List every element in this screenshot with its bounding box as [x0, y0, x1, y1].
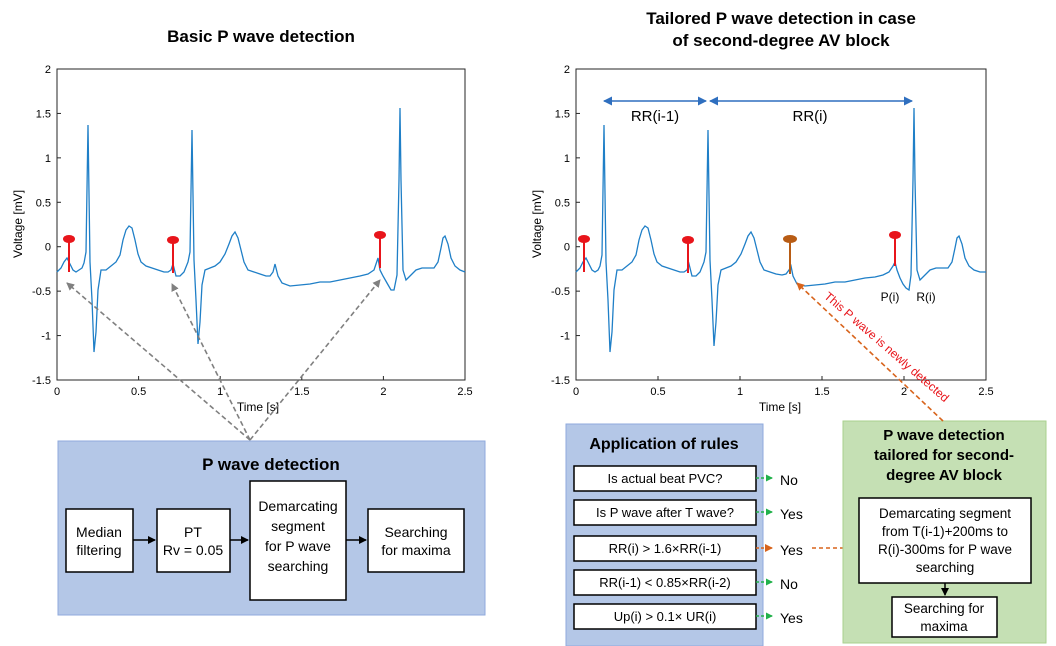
rule-text: RR(i-1) < 0.85×RR(i-2): [599, 575, 730, 590]
x-tick-label: 2.5: [457, 386, 472, 398]
rr-label: RR(i): [793, 108, 828, 125]
rule-result: No: [780, 472, 798, 488]
tailored-segment-text: Demarcating segment from T(i-1)+200ms to R…: [878, 506, 1012, 575]
rule-box: [573, 465, 757, 492]
y-tick-label: 2: [564, 64, 570, 76]
rule-text: RR(i) > 1.6×RR(i-1): [609, 541, 722, 556]
right-p-markers: [578, 231, 901, 274]
left-x-ticks: 0 0.5 1 1.5 2 2.5: [54, 376, 473, 398]
right-ylabel: Voltage [mV]: [530, 190, 544, 258]
p-detection-panel: P wave detection Median filtering PT Rv = …: [57, 440, 486, 616]
x-tick-label: 2: [901, 386, 907, 398]
rule-result: Yes: [780, 506, 803, 522]
p-marker: [889, 231, 901, 266]
step-search-text: Searching for maxima: [381, 524, 450, 558]
new-p-annotation: This P wave is newly detected: [821, 289, 951, 405]
step-pt-box: [156, 508, 231, 573]
new-p-marker: [783, 235, 797, 274]
y-tick-label: -1: [560, 331, 570, 343]
left-ecg-chart: 2 1.5 1 0.5 0 -0.5 -1 -1.5 0 0.5 1 1.5 2 2.5 Voltage…: [11, 64, 473, 414]
y-tick-label: 0: [45, 242, 51, 254]
right-chart-title-line2: of second-degree AV block: [672, 31, 890, 50]
rule-box: [573, 535, 757, 562]
tailored-search-box: [891, 596, 998, 638]
right-chart-title-line1: Tailored P wave detection in case: [646, 9, 916, 28]
left-p-markers: [63, 231, 386, 273]
y-tick-label: 0.5: [555, 197, 570, 209]
step-median-box: [65, 508, 134, 573]
p-marker: [682, 236, 694, 273]
rule-box: [573, 603, 757, 630]
p-marker: [167, 236, 179, 273]
tailored-search-text: Searching for maxima: [904, 601, 985, 634]
right-ecg-chart: 2 1.5 1 0.5 0 -0.5 -1 -1.5 0 0.5 1 1.5 2 2.5 RR(i-1)…: [530, 64, 994, 414]
right-xlabel: Time [s]: [759, 400, 801, 414]
step-median-text: Median filtering: [76, 524, 122, 558]
y-tick-label: 0: [564, 242, 570, 254]
x-tick-label: 1: [217, 386, 223, 398]
p-marker: [578, 235, 590, 272]
p-i-label: P(i): [881, 290, 900, 304]
left-ecg-signal: [56, 107, 466, 353]
rule-text: Is actual beat PVC?: [608, 471, 723, 486]
right-y-ticks: 2 1.5 1 0.5 0 -0.5 -1 -1.5: [551, 64, 580, 387]
rule-text: Is P wave after T wave?: [596, 505, 734, 520]
p-marker: [63, 235, 75, 272]
p-marker: [374, 231, 386, 268]
rule-result: Yes: [780, 610, 803, 626]
y-tick-label: 1: [564, 153, 570, 165]
x-tick-label: 1.5: [814, 386, 829, 398]
left-xlabel: Time [s]: [237, 400, 279, 414]
rr-prev-label: RR(i-1): [631, 108, 679, 125]
right-plot-frame: [575, 68, 987, 381]
rule-box: [573, 569, 757, 596]
x-tick-label: 0.5: [131, 386, 146, 398]
rules-list: Is actual beat PVC? No Is P wave after T w…: [573, 465, 803, 630]
y-tick-label: 1: [45, 153, 51, 165]
y-tick-label: 2: [45, 64, 51, 76]
tailored-title: P wave detection tailored for second-degr…: [874, 427, 1014, 484]
x-tick-label: 1: [737, 386, 743, 398]
y-tick-label: -1.5: [551, 375, 570, 387]
rule-result: No: [780, 576, 798, 592]
y-tick-label: -1.5: [32, 375, 51, 387]
right-ecg-signal: [575, 107, 986, 353]
left-chart-title: Basic P wave detection: [167, 27, 355, 46]
y-tick-label: -0.5: [32, 286, 51, 298]
x-tick-label: 2: [380, 386, 386, 398]
r-i-label: R(i): [916, 290, 935, 304]
rule-text: Up(i) > 0.1× UR(i): [614, 609, 717, 624]
x-tick-label: 0: [54, 386, 60, 398]
y-tick-label: 1.5: [555, 108, 570, 120]
tailored-panel: P wave detection tailored for second-degr…: [796, 282, 1047, 644]
y-tick-label: -0.5: [551, 286, 570, 298]
right-x-ticks: 0 0.5 1 1.5 2 2.5: [573, 376, 994, 398]
tailored-segment-box: [858, 497, 1032, 584]
left-y-ticks: 2 1.5 1 0.5 0 -0.5 -1 -1.5: [32, 64, 61, 387]
left-plot-frame: [56, 68, 466, 381]
rules-title: Application of rules: [589, 436, 738, 453]
x-tick-label: 0.5: [650, 386, 665, 398]
p-detection-title: P wave detection: [202, 455, 340, 474]
step-pt-text: PT Rv = 0.05: [163, 524, 224, 558]
tailored-to-p-arrow: [796, 282, 944, 422]
y-tick-label: -1: [41, 331, 51, 343]
rules-panel: Application of rules Is actual beat PVC?…: [565, 423, 855, 646]
step-demarcating-text: Demarcating segment for P wave searching: [258, 498, 337, 574]
x-tick-label: 2.5: [978, 386, 993, 398]
y-tick-label: 0.5: [36, 197, 51, 209]
step-demarcating-box: [249, 480, 347, 601]
rule-result: Yes: [780, 542, 803, 558]
y-tick-label: 1.5: [36, 108, 51, 120]
x-tick-label: 1.5: [294, 386, 309, 398]
detection-arrows: [66, 279, 381, 441]
x-tick-label: 0: [573, 386, 579, 398]
step-search-box: [367, 508, 465, 573]
left-ylabel: Voltage [mV]: [11, 190, 25, 258]
